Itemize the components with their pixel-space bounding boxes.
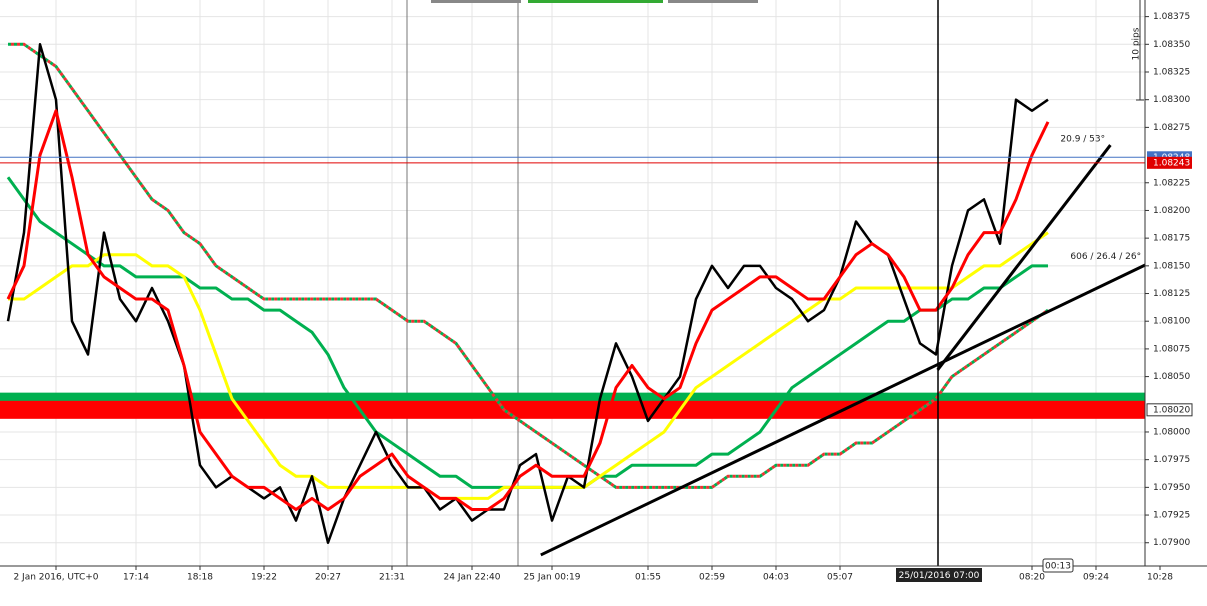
trend-line [540, 261, 1152, 557]
trend-label: 606 / 26.4 / 26° [1070, 252, 1141, 262]
toolbar [528, 0, 663, 3]
axes: 1.07900 1.07925 1.07950 1.07975 1.08000 1.080… [13, 12, 1193, 583]
price-label-box [1147, 156, 1192, 169]
toolbar [668, 0, 758, 3]
x-tick-label: 01:55 [635, 573, 661, 583]
level-label-box [1146, 403, 1193, 417]
scale-label: 10 pips [1132, 27, 1142, 60]
toolbar [431, 0, 521, 3]
x-tick-label: 08:20 [1019, 573, 1045, 583]
x-tick-label: 05:07 [827, 573, 853, 583]
y-tick-label: 1.08075 [1153, 344, 1190, 354]
x-tick-label: 10:28 [1147, 573, 1173, 583]
crosshair-label: 25/01/2016 07:00 [899, 571, 980, 581]
y-tick-label: 1.08275 [1153, 123, 1190, 133]
envelope-dots [8, 42, 1049, 489]
level-label: 1.08020 [1153, 405, 1190, 415]
crosshair-label-box [896, 568, 982, 582]
x-tick-label: 21:31 [379, 573, 405, 583]
y-tick-label: 1.08375 [1153, 12, 1190, 22]
y-tick-label: 1.07900 [1153, 538, 1190, 548]
y-tick-label: 1.08000 [1153, 427, 1190, 437]
y-tick-label: 1.07975 [1153, 455, 1190, 465]
x-tick-label: 18:18 [187, 573, 213, 583]
countdown: 00:13 [1045, 562, 1071, 572]
y-tick-label: 1.08200 [1153, 206, 1190, 216]
y-tick-label: 1.08150 [1153, 261, 1190, 271]
x-tick-label: 19:22 [251, 573, 277, 583]
y-tick-label: 1.08325 [1153, 67, 1190, 77]
y-tick-label: 1.07950 [1153, 483, 1190, 493]
y-tick-label: 1.07925 [1153, 511, 1190, 521]
y-tick-label: 1.08300 [1153, 95, 1190, 105]
x-tick-label: 09:24 [1083, 573, 1109, 583]
level-band [0, 392, 1145, 403]
y-tick-label: 1.08225 [1153, 178, 1190, 188]
price-label: 1.08243 [1153, 158, 1190, 168]
moving-average [6, 109, 1050, 512]
level-band [0, 400, 1145, 419]
y-tick-label: 1.08350 [1153, 40, 1190, 50]
x-tick-label: 24 Jan 22:40 [444, 573, 501, 583]
y-tick-label: 1.08100 [1153, 317, 1190, 327]
x-tick-label: 17:14 [123, 573, 149, 583]
x-tick-label: 04:03 [763, 573, 789, 583]
x-tick-label: 20:27 [315, 573, 341, 583]
y-tick-label: 1.08050 [1153, 372, 1190, 382]
trend-label: 20.9 / 53° [1060, 135, 1105, 145]
x-tick-label: 25 Jan 00:19 [524, 573, 581, 583]
y-tick-label: 1.08125 [1153, 289, 1190, 299]
countdown-box [1042, 558, 1074, 573]
x-tick-label: 2 Jan 2016, UTC+0 [13, 573, 98, 583]
x-tick-label: 02:59 [699, 573, 725, 583]
price-axis [1145, 0, 1207, 606]
moving-average [8, 231, 1049, 500]
plot-area: 606 / 26.4 / 26° 20.9 / 53° [0, 42, 1152, 557]
trend-line [936, 144, 1112, 371]
y-tick-label: 1.08175 [1153, 234, 1190, 244]
